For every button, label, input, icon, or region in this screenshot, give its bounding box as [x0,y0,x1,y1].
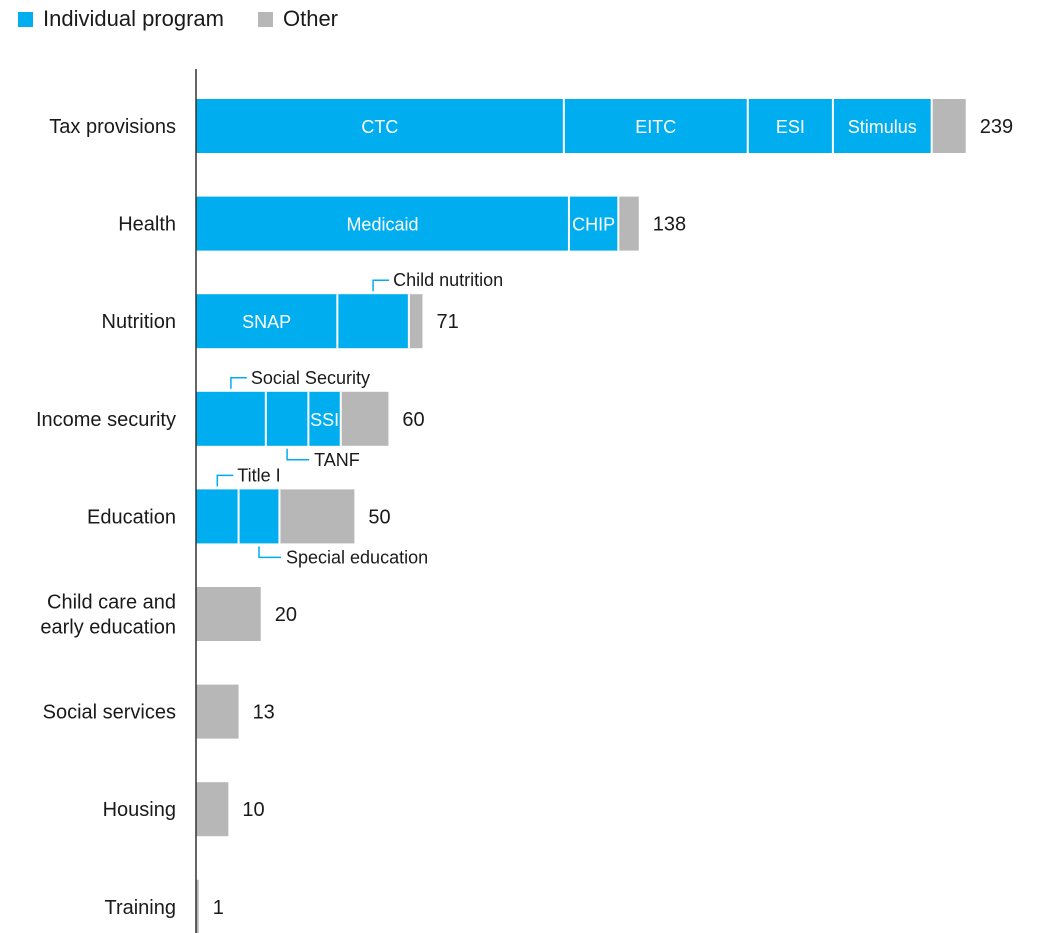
category-label-nutrition: Nutrition [102,311,176,333]
total-label-training: 1 [213,897,224,919]
bar-segment-training-other [196,879,199,933]
category-label-housing: Housing [103,799,176,821]
segment-label-chip: CHIP [572,215,615,235]
bar-segment-tax-provisions-other [931,99,966,153]
legend-item-other: Other [257,6,339,32]
callout-label-social-security: Social Security [251,368,370,388]
total-label-health: 138 [653,214,686,236]
category-label-social-services: Social services [43,702,176,724]
callout-line-title-i [216,474,234,487]
bar-segment-tax-provisions-esi [747,99,833,153]
legend-item-individual-program: Individual program [18,6,224,32]
total-label-child-care-and-early-education: 20 [275,604,297,626]
bar-segment-income-security-tanf [265,391,309,446]
total-label-tax-provisions: 239 [980,116,1013,138]
bar-segment-social-services-other [196,684,239,739]
category-label-training: Training [104,897,176,919]
segment-label-stimulus: Stimulus [848,117,917,137]
bar-segment-education-special-education [238,489,280,544]
total-label-income-security: 60 [402,409,424,431]
category-label-child-care-and-early-education: Child care and [47,592,176,614]
bar-segment-income-security-social-security [196,391,266,446]
bar-segment-tax-provisions-ctc [196,99,564,153]
bar-segment-education-title-i [196,489,239,544]
category-label-income-security: Income security [36,409,176,431]
segment-label-ctc: CTC [361,117,398,137]
bar-segment-nutrition-child-nutrition [337,294,409,349]
bar-segment-health-chip [568,196,619,251]
bar-segment-income-security-ssi [308,391,341,446]
category-label-health: Health [118,214,176,236]
bar-segment-housing-other [196,782,229,837]
total-label-education: 50 [368,506,390,528]
legend-swatch-other [257,11,273,27]
bar-segment-health-other [618,196,639,251]
category-label-education: Education [87,506,176,528]
callout-label-child-nutrition: Child nutrition [393,270,503,290]
total-label-housing: 10 [242,799,264,821]
category-label-child-care-and-early-education: early education [40,617,176,639]
callout-line-tanf [286,448,310,461]
segment-label-ssi: SSI [310,410,339,430]
bar-segment-nutrition-snap [196,294,338,349]
bar-segment-health-medicaid [196,196,569,251]
bar-segment-nutrition-other [408,294,423,349]
legend-label-program: Individual program [43,6,224,31]
callout-line-social-security [230,377,247,389]
bar-segment-child-care-and-early-education-other [196,587,261,641]
callout-line-special-education [258,546,282,559]
segment-label-esi: ESI [776,117,805,137]
bar-segment-tax-provisions-eitc [563,99,748,153]
segment-label-medicaid: Medicaid [346,215,418,235]
bar-segment-income-security-other [340,391,389,446]
callout-line-child-nutrition [372,279,390,292]
bar-segment-education-other [279,489,355,544]
callout-label-special-education: Special education [286,547,428,567]
total-label-nutrition: 71 [436,311,458,333]
segment-label-snap: SNAP [242,312,291,332]
legend-swatch-program [18,11,33,27]
category-label-tax-provisions: Tax provisions [49,116,176,138]
total-label-social-services: 13 [253,702,275,724]
legend-label-other: Other [282,6,339,31]
legend: Individual program Other [18,6,372,32]
callout-label-title-i: Title I [237,465,280,485]
segment-label-eitc: EITC [635,117,676,137]
bar-segment-tax-provisions-stimulus [832,99,932,153]
callout-label-tanf: TANF [314,450,360,470]
